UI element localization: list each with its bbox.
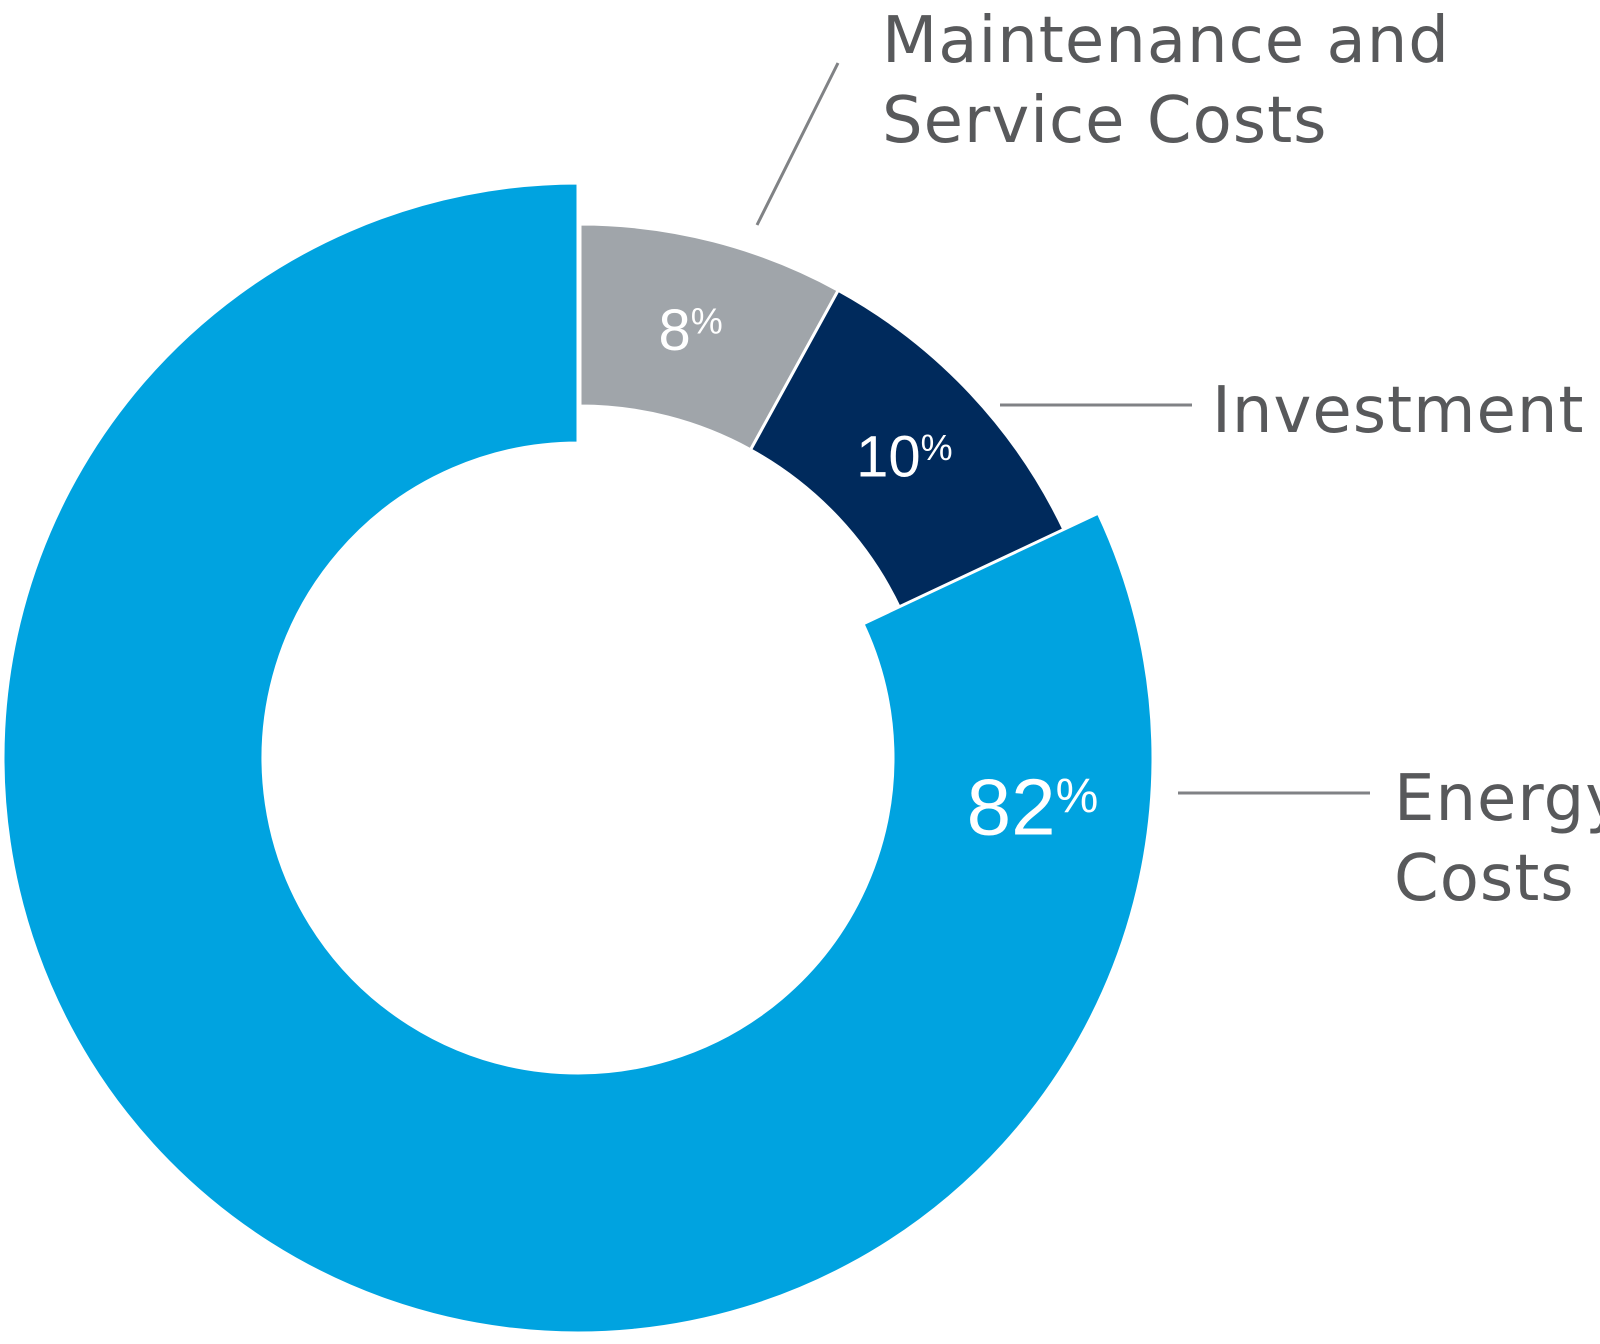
- category-label-3: EnergyCosts: [1394, 762, 1600, 916]
- slice-value-label-3: 82%: [967, 763, 1099, 852]
- category-label-line: Costs: [1394, 842, 1575, 916]
- slice-value-label-2: 10%: [856, 424, 953, 489]
- category-label-line: Investment: [1212, 374, 1585, 448]
- category-labels: Maintenance and Service Costs Investment En…: [882, 4, 1600, 916]
- leader-lines: [755, 62, 1370, 795]
- leader-line-1: [755, 62, 840, 226]
- slice-value-labels: 8% 10% 82%: [659, 298, 1099, 852]
- category-label-1: Maintenance and Service Costs: [882, 4, 1450, 158]
- category-label-2: Investment: [1212, 374, 1585, 448]
- slices-group: [1, 181, 1155, 1335]
- slice-value-label-1: 8%: [659, 298, 723, 363]
- category-label-line: Maintenance and: [882, 4, 1450, 78]
- category-label-line: Service Costs: [882, 84, 1328, 158]
- donut-slice-3: [1, 181, 1155, 1335]
- category-label-line: Energy: [1394, 762, 1600, 836]
